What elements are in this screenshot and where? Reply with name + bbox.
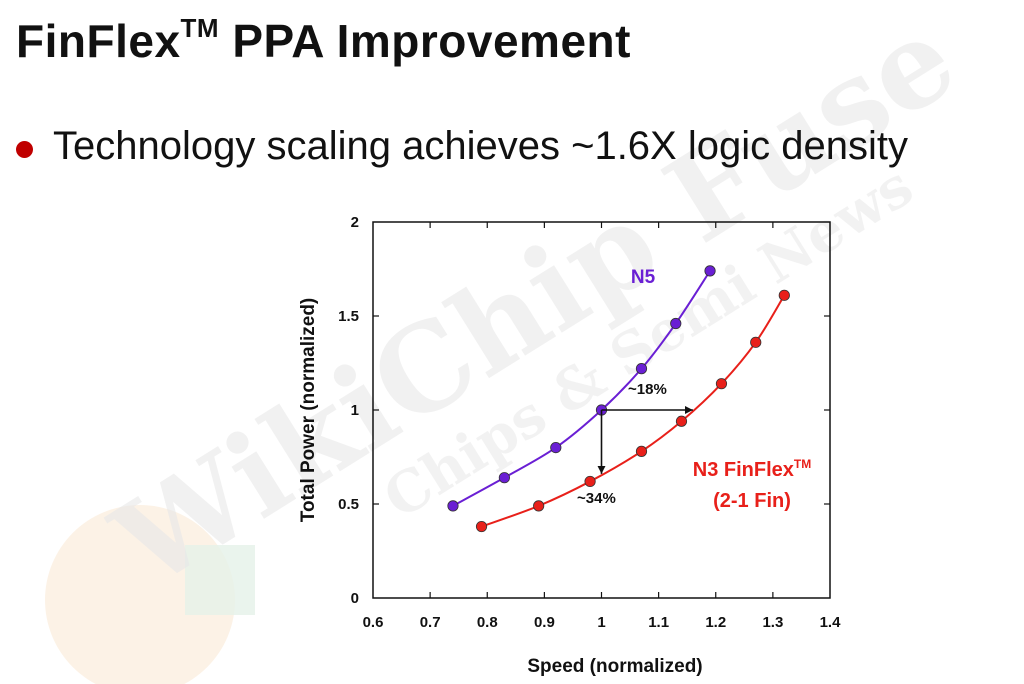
x-tick-label: 0.8	[477, 614, 498, 631]
x-tick-label: 0.7	[420, 614, 441, 631]
x-tick-label: 0.6	[363, 614, 384, 631]
bullet-dot	[16, 141, 33, 158]
data-point-n3	[750, 336, 762, 348]
series-label-n5: N5	[631, 267, 656, 288]
y-tick-label: 0	[351, 590, 359, 607]
series-label-n3: N3 FinFlexTM	[693, 457, 811, 481]
x-tick-label: 1	[597, 614, 605, 631]
y-tick-label: 2	[351, 214, 359, 231]
annotation-speed-gain: ~18%	[628, 381, 667, 398]
y-axis-label: Total Power (normalized)	[298, 298, 319, 523]
slide-title: FinFlexTM PPA Improvement	[16, 12, 631, 67]
data-point-n5	[635, 363, 648, 375]
data-point-n3	[715, 378, 728, 390]
data-point-n3	[584, 475, 596, 488]
bullet-text: Technology scaling achieves ~1.6X logic …	[53, 124, 908, 168]
data-point-n5	[704, 265, 716, 277]
x-axis-label: Speed (normalized)	[527, 656, 702, 677]
x-tick-label: 1.1	[648, 614, 669, 631]
x-tick-label: 1.2	[705, 614, 726, 631]
y-tick-label: 0.5	[338, 496, 359, 513]
y-tick-label: 1	[351, 402, 359, 419]
data-point-n3	[635, 445, 648, 457]
x-tick-label: 1.3	[762, 614, 783, 631]
x-tick-label: 0.9	[534, 614, 555, 631]
data-point-n3	[778, 289, 790, 301]
series-line-n5	[452, 270, 711, 507]
data-point-n3	[475, 520, 488, 533]
data-point-n5	[447, 500, 459, 512]
x-tick-label: 1.4	[820, 614, 842, 631]
data-point-n3	[533, 500, 545, 512]
data-point-n5	[498, 472, 510, 484]
data-point-n5	[670, 317, 682, 330]
annotation-power-reduction: ~34%	[577, 490, 616, 507]
y-tick-label: 1.5	[338, 308, 359, 325]
bullet-item: Technology scaling achieves ~1.6X logic …	[16, 124, 908, 169]
data-point-n3	[675, 415, 688, 427]
data-point-n5	[550, 441, 562, 454]
series-label-n3-line2: (2-1 Fin)	[713, 490, 791, 512]
